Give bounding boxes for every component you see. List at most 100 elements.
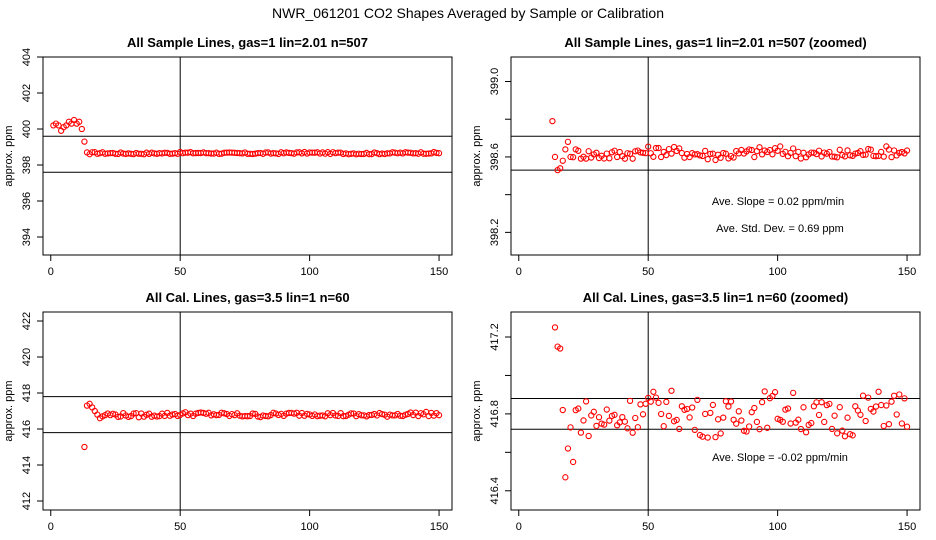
data-point [590,408,597,415]
x-tick-label: 150 [898,266,916,278]
data-point [735,408,742,415]
data-point [125,413,132,421]
data-point [712,434,719,441]
plot-frame [42,56,453,256]
y-tick-label: 412 [21,492,33,510]
data-point [818,399,825,406]
data-point [650,388,657,395]
plot-frame [510,311,921,511]
x-tick-label: 100 [300,266,318,278]
data-point [606,155,613,162]
data-point [613,153,621,161]
data-point [880,153,887,160]
data-point [826,148,833,156]
plot-frame [42,311,453,511]
data-point [831,412,838,419]
data-point [797,155,805,162]
data-point [433,149,440,157]
data-point [857,411,864,418]
data-point [673,416,680,424]
data-point [652,394,660,401]
data-point [903,147,911,154]
data-point [663,398,670,406]
data-point [585,148,592,155]
data-point [81,138,88,145]
data-point [575,405,582,412]
data-point [821,418,828,426]
data-point [885,421,893,428]
data-point [880,422,887,430]
x-tick-label: 150 [898,521,916,533]
data-point [779,418,786,425]
data-point [888,153,895,161]
data-point [559,406,566,414]
data-point [890,392,898,399]
data-point [865,394,872,401]
data-point [551,153,559,161]
data-point [135,414,142,421]
data-point [634,424,641,431]
data-point [249,410,256,417]
data-point [746,146,753,153]
data-point [244,413,251,420]
data-point [435,150,443,157]
y-tick-label: 417.2 [489,323,501,351]
data-point [872,153,880,160]
y-tick-label: 416.8 [489,400,501,428]
data-point [562,146,569,153]
data-point [720,414,727,421]
data-point [114,413,122,420]
data-point [896,391,903,398]
data-point [813,399,820,406]
data-point [676,425,683,433]
data-point [652,144,660,152]
data-point [109,410,117,417]
x-tick-label: 0 [516,521,522,533]
data-point [601,421,608,428]
y-tick-label: 396 [21,192,33,210]
data-point [862,151,869,158]
data-point [743,428,750,435]
data-point [221,410,228,417]
data-point [689,404,696,411]
data-point [867,146,874,153]
data-point [588,412,595,419]
data-point [761,388,768,395]
data-point [637,401,644,408]
data-point [569,154,577,161]
data-point [893,411,900,418]
annotation: Ave. Slope = 0.02 ppm/min [712,196,844,208]
data-point [655,144,662,152]
data-point [575,147,582,154]
data-point [756,426,763,433]
data-point [727,398,735,405]
data-point [621,418,629,425]
data-point [665,412,673,420]
data-point [784,405,792,412]
x-tick-label: 50 [642,266,654,278]
data-point [815,411,823,419]
data-point [717,154,724,161]
data-point [402,411,409,418]
y-axis-label: approx. ppm [471,125,483,186]
data-point [834,154,841,161]
data-point [797,425,805,433]
x-tick-label: 100 [768,521,786,533]
data-point [593,149,600,156]
data-point [629,429,636,436]
data-point [865,145,872,153]
data-point [567,153,574,161]
x-tick-label: 0 [516,266,522,278]
data-point [771,389,779,396]
data-point [701,147,709,155]
panel-title: All Sample Lines, gas=1 lin=2.01 n=507 [127,35,368,50]
data-point [756,144,763,151]
data-point [626,150,634,157]
data-point [852,150,859,157]
figure-title: NWR_061201 CO2 Shapes Averaged by Sample… [272,5,664,21]
data-point [639,411,647,418]
data-point [332,412,339,419]
data-point [606,417,613,424]
data-point [707,409,714,417]
